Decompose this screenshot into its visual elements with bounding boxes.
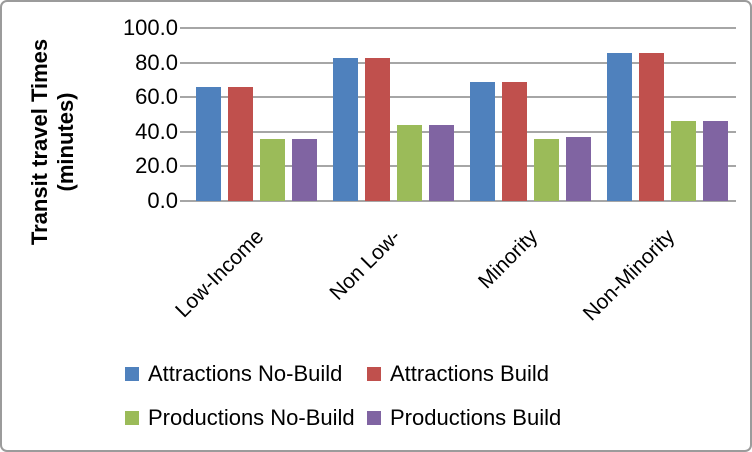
bar [397,124,422,201]
x-axis-label: Low-Income [170,225,268,323]
bar-group-non-minority [599,28,736,201]
bar-group-low-income [188,28,325,201]
x-axis-label: Non-Minority [578,225,679,326]
x-axis-label: Non Low- [324,225,405,305]
legend-swatch-icon [125,411,139,425]
x-axis-label: Minority [473,225,542,294]
bar [333,58,358,201]
legend-row: Attractions No-Build Attractions Build [125,360,549,388]
y-axis-title: Transit travel Times (minutes) [27,2,81,282]
bar [228,86,253,201]
legend-row: Productions No-Build Productions Build [125,404,561,432]
bar [703,121,728,201]
gridline [180,61,736,64]
bar [292,138,317,201]
legend-item: Productions No-Build [125,404,367,432]
y-axis-title-line2: (minutes) [53,92,78,192]
bar-groups [188,28,736,201]
bar [365,58,390,201]
bar [607,53,632,201]
gridline [180,27,736,29]
bar [196,86,221,201]
legend-item: Productions Build [367,404,561,432]
legend-label: Productions No-Build [148,405,355,430]
bar [470,81,495,201]
bar [502,81,527,201]
legend-label: Productions Build [390,405,562,430]
gridline [180,96,736,99]
plot-area [180,27,736,202]
legend-item: Attractions No-Build [125,360,367,388]
legend-swatch-icon [125,367,139,381]
gridline [180,165,736,168]
bar [534,138,559,201]
y-axis-title-line1: Transit travel Times [27,38,52,246]
legend-label: Attractions Build [390,361,549,386]
bar [260,138,285,201]
bar [639,53,664,201]
bar [671,121,696,201]
bar-group-non-low- [325,28,462,201]
bar [429,124,454,201]
legend-item: Attractions Build [367,360,549,388]
legend-label: Attractions No-Build [148,361,343,386]
bar-group-minority [462,28,599,201]
gridline [180,130,736,133]
legend-swatch-icon [367,367,381,381]
bar [566,137,591,201]
gridline [180,200,736,202]
legend-swatch-icon [367,411,381,425]
